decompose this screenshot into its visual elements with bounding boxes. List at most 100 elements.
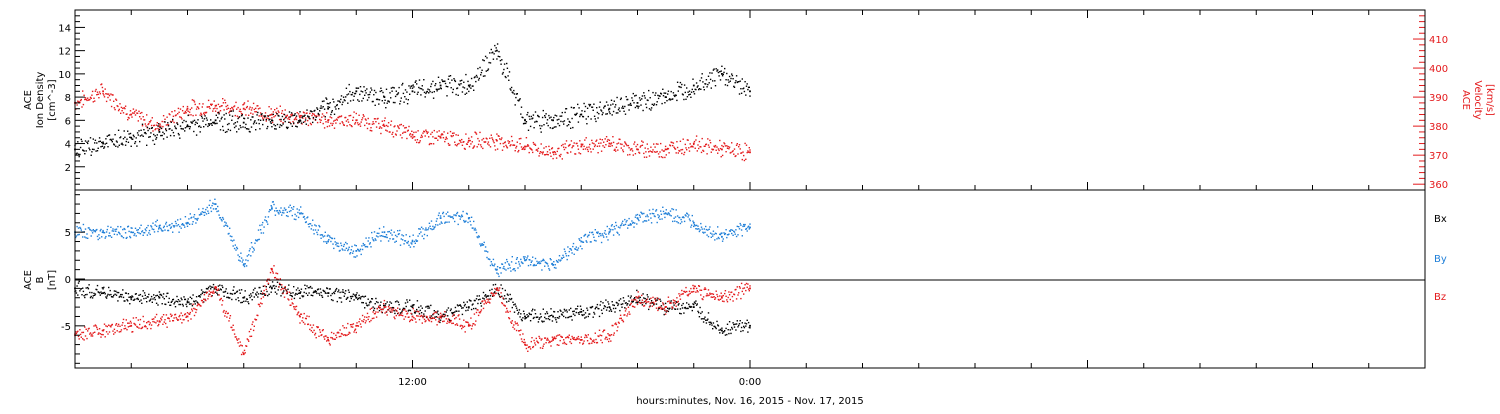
scatter-dot [443,321,444,322]
scatter-dot [316,291,317,292]
scatter-dot [277,282,278,283]
scatter-dot [175,306,176,307]
scatter-dot [555,152,556,153]
scatter-dot [550,341,551,342]
scatter-dot [664,310,665,311]
scatter-dot [222,126,223,127]
scatter-dot [222,217,223,218]
scatter-dot [587,236,588,237]
scatter-dot [91,151,92,152]
scatter-dot [226,311,227,312]
scatter-dot [600,233,601,234]
scatter-dot [633,301,634,302]
scatter-dot [665,146,666,147]
scatter-dot [736,145,737,146]
scatter-dot [673,302,674,303]
scatter-dot [157,128,158,129]
scatter-dot [269,119,270,120]
scatter-dot [347,323,348,324]
scatter-dot [593,317,594,318]
scatter-dot [143,298,144,299]
scatter-dot [119,326,120,327]
scatter-dot [609,140,610,141]
scatter-dot [436,90,437,91]
scatter-dot [189,314,190,315]
scatter-dot [484,242,485,243]
scatter-dot [462,145,463,146]
scatter-dot [640,146,641,147]
scatter-dot [229,111,230,112]
scatter-dot [743,88,744,89]
scatter-dot [537,317,538,318]
scatter-dot [578,149,579,150]
scatter-dot [93,98,94,99]
scatter-dot [528,265,529,266]
scatter-dot [91,335,92,336]
scatter-dot [147,296,148,297]
scatter-dot [504,268,505,269]
scatter-dot [717,296,718,297]
scatter-dot [690,94,691,95]
scatter-dot [129,326,130,327]
scatter-dot [729,294,730,295]
scatter-dot [335,291,336,292]
scatter-dot [274,109,275,110]
scatter-dot [440,313,441,314]
scatter-dot [317,234,318,235]
scatter-dot [191,217,192,218]
scatter-dot [649,108,650,109]
scatter-dot [252,292,253,293]
scatter-dot [269,287,270,288]
scatter-dot [555,115,556,116]
scatter-dot [666,154,667,155]
scatter-dot [749,149,750,150]
scatter-dot [507,312,508,313]
scatter-dot [330,288,331,289]
scatter-dot [686,149,687,150]
scatter-dot [95,89,96,90]
scatter-dot [378,123,379,124]
scatter-dot [511,136,512,137]
scatter-dot [329,343,330,344]
scatter-dot [486,251,487,252]
scatter-dot [599,145,600,146]
scatter-dot [450,131,451,132]
scatter-dot [384,312,385,313]
scatter-dot [81,337,82,338]
scatter-dot [735,80,736,81]
scatter-dot [486,303,487,304]
scatter-dot [496,133,497,134]
scatter-dot [697,85,698,86]
scatter-dot [158,228,159,229]
scatter-dot [445,83,446,84]
data-point [187,108,189,110]
scatter-dot [353,323,354,324]
scatter-dot [313,114,314,115]
scatter-dot [697,150,698,151]
scatter-dot [338,246,339,247]
scatter-dot [127,131,128,132]
scatter-dot [325,121,326,122]
scatter-dot [110,99,111,100]
scatter-dot [730,231,731,232]
scatter-dot [192,294,193,295]
scatter-dot [137,132,138,133]
scatter-dot [284,207,285,208]
scatter-dot [720,234,721,235]
scatter-dot [460,304,461,305]
scatter-dot [437,311,438,312]
scatter-dot [268,118,269,119]
scatter-dot [620,315,621,316]
scatter-dot [521,146,522,147]
scatter-dot [209,108,210,109]
scatter-dot [76,285,77,286]
scatter-dot [266,286,267,287]
scatter-dot [79,281,80,282]
scatter-dot [505,262,506,263]
scatter-dot [302,317,303,318]
scatter-dot [164,121,165,122]
scatter-dot [302,116,303,117]
scatter-dot [602,145,603,146]
scatter-dot [252,321,253,322]
scatter-dot [373,240,374,241]
